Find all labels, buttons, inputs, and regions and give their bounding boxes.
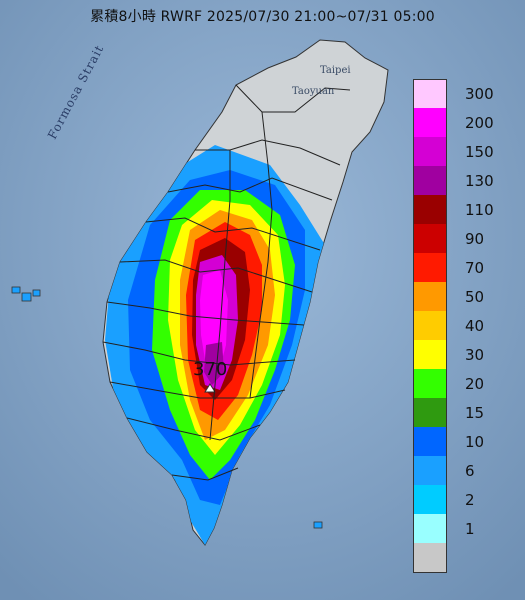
legend-item: 10 bbox=[413, 427, 505, 457]
legend-swatch bbox=[413, 543, 447, 573]
peak-marker bbox=[204, 383, 216, 393]
legend-item: 1 bbox=[413, 514, 505, 544]
legend-item bbox=[413, 543, 505, 573]
legend-item: 300 bbox=[413, 79, 505, 109]
legend-item: 30 bbox=[413, 340, 505, 370]
legend-item: 70 bbox=[413, 253, 505, 283]
peak-value-label: 370 bbox=[193, 359, 228, 380]
legend-label: 300 bbox=[465, 85, 494, 103]
legend-swatch bbox=[413, 195, 447, 225]
legend-swatch bbox=[413, 108, 447, 138]
legend-swatch bbox=[413, 369, 447, 399]
legend-swatch bbox=[413, 224, 447, 254]
rainfall-field bbox=[105, 145, 325, 545]
legend-item: 200 bbox=[413, 108, 505, 138]
taipei-label: Taipei bbox=[320, 65, 351, 76]
legend-label: 110 bbox=[465, 201, 494, 219]
map-title: 累積8小時 RWRF 2025/07/30 21:00~07/31 05:00 bbox=[90, 9, 435, 25]
legend-item: 6 bbox=[413, 456, 505, 486]
county-boundaries bbox=[102, 84, 351, 481]
legend-label: 70 bbox=[465, 259, 485, 277]
legend-swatch bbox=[413, 137, 447, 167]
legend-swatch bbox=[413, 166, 447, 196]
legend-label: 130 bbox=[465, 172, 494, 190]
legend-label: 150 bbox=[465, 143, 494, 161]
legend-swatch bbox=[413, 282, 447, 312]
legend-label: 30 bbox=[465, 346, 485, 364]
legend-swatch bbox=[413, 456, 447, 486]
legend-item: 2 bbox=[413, 485, 505, 515]
legend-item: 110 bbox=[413, 195, 505, 225]
legend-swatch bbox=[413, 340, 447, 370]
legend-swatch bbox=[413, 427, 447, 457]
legend-label: 1 bbox=[465, 520, 475, 538]
legend-label: 15 bbox=[465, 404, 485, 422]
legend-item: 15 bbox=[413, 398, 505, 428]
legend-item: 50 bbox=[413, 282, 505, 312]
legend-item: 20 bbox=[413, 369, 505, 399]
legend-item: 40 bbox=[413, 311, 505, 341]
legend-label: 90 bbox=[465, 230, 485, 248]
offshore-island bbox=[313, 521, 323, 529]
legend-item: 90 bbox=[413, 224, 505, 254]
legend-label: 2 bbox=[465, 491, 475, 509]
rainfall-legend: 300 200 150 130 110 90 70 50 40 30 20 15 10 6 2 1 bbox=[413, 79, 505, 573]
legend-label: 40 bbox=[465, 317, 485, 335]
legend-item: 130 bbox=[413, 166, 505, 196]
penghu-islands bbox=[11, 286, 41, 302]
legend-swatch bbox=[413, 514, 447, 544]
legend-item: 150 bbox=[413, 137, 505, 167]
legend-label: 20 bbox=[465, 375, 485, 393]
legend-swatch bbox=[413, 253, 447, 283]
legend-swatch bbox=[413, 79, 447, 109]
legend-swatch bbox=[413, 398, 447, 428]
legend-label: 6 bbox=[465, 462, 475, 480]
taoyuan-label: Taoyuan bbox=[292, 86, 335, 97]
legend-label: 200 bbox=[465, 114, 494, 132]
legend-label: 10 bbox=[465, 433, 485, 451]
legend-swatch bbox=[413, 485, 447, 515]
legend-label: 50 bbox=[465, 288, 485, 306]
legend-swatch bbox=[413, 311, 447, 341]
